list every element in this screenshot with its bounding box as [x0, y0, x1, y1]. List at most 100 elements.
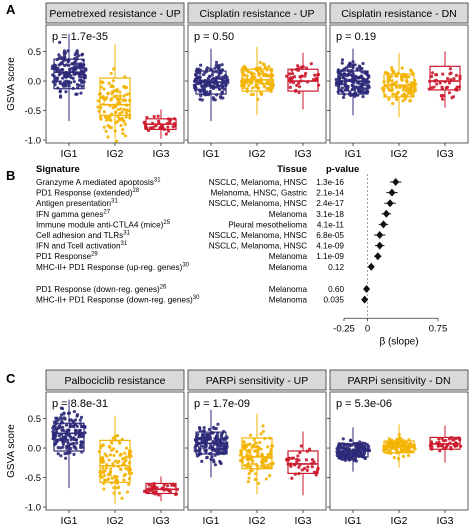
- data-point: [340, 61, 344, 65]
- p-value-label: p = 0.19: [336, 31, 376, 43]
- data-point: [59, 437, 63, 441]
- data-point: [439, 444, 443, 448]
- x-tick-label: IG1: [61, 148, 78, 160]
- x-tick-label: -0.25: [333, 323, 355, 334]
- data-point: [305, 468, 309, 472]
- data-point: [101, 470, 106, 474]
- data-point: [299, 65, 303, 69]
- data-point: [199, 63, 203, 67]
- signature-reference: 26: [160, 285, 167, 291]
- data-point: [341, 437, 345, 441]
- data-point: [256, 69, 260, 73]
- data-point: [101, 456, 105, 460]
- data-point: [242, 86, 246, 90]
- data-point: [254, 80, 258, 84]
- data-point: [108, 453, 112, 457]
- data-point: [264, 459, 268, 463]
- data-point: [400, 75, 404, 79]
- data-point: [392, 70, 396, 74]
- data-point: [309, 62, 313, 66]
- data-point: [107, 81, 111, 85]
- data-point: [438, 81, 442, 85]
- data-point: [73, 418, 78, 422]
- signature-label: Antigen presentation31: [36, 199, 118, 209]
- data-point: [197, 449, 201, 453]
- data-point: [362, 451, 367, 456]
- data-point: [65, 438, 70, 442]
- data-point: [452, 77, 456, 81]
- facet-strip: [45, 2, 185, 24]
- data-point: [69, 80, 73, 85]
- data-point: [258, 80, 262, 85]
- x-tick-label: IG1: [203, 515, 220, 526]
- x-tick-label: 0.75: [429, 323, 448, 334]
- p-value-label: p = 0.50: [194, 31, 234, 43]
- data-point: [249, 92, 254, 97]
- data-point: [355, 67, 359, 72]
- data-point: [74, 428, 78, 432]
- tissue-label: Melanoma: [269, 296, 308, 305]
- data-point: [115, 479, 120, 483]
- panel-letter-c: C: [6, 371, 16, 386]
- data-point: [71, 436, 75, 441]
- signature-name: PD1 Response: [36, 252, 92, 261]
- data-point: [61, 425, 65, 430]
- data-point: [109, 118, 113, 122]
- data-point: [105, 96, 109, 100]
- data-point: [75, 441, 79, 445]
- data-point: [200, 98, 204, 102]
- data-point: [162, 483, 166, 487]
- data-point: [78, 428, 82, 432]
- data-point: [348, 62, 352, 66]
- facet-strip: [45, 369, 185, 391]
- signature-name: IFN gamma genes: [36, 210, 103, 219]
- data-point: [217, 444, 221, 448]
- data-point: [391, 101, 395, 106]
- data-point: [210, 73, 214, 77]
- data-point: [216, 432, 220, 436]
- data-point: [362, 77, 366, 81]
- data-point: [64, 423, 68, 427]
- data-point: [221, 86, 225, 90]
- data-point: [214, 435, 218, 439]
- data-point: [108, 115, 112, 119]
- data-point: [439, 93, 443, 98]
- data-point: [387, 449, 391, 453]
- data-point: [119, 467, 123, 471]
- data-point: [297, 458, 301, 462]
- data-point: [251, 75, 255, 80]
- signature-reference: 31: [154, 178, 161, 184]
- facet-strip: [329, 2, 469, 24]
- data-point: [248, 433, 253, 437]
- data-point: [70, 66, 74, 71]
- data-point: [401, 454, 406, 459]
- signature-reference: 30: [182, 262, 189, 268]
- box: [337, 70, 369, 95]
- data-point: [77, 83, 81, 87]
- data-point: [258, 440, 262, 444]
- data-point: [264, 72, 268, 76]
- data-point: [314, 76, 319, 81]
- data-point: [109, 470, 113, 474]
- data-point: [290, 476, 294, 480]
- data-point: [220, 63, 224, 67]
- data-point: [387, 87, 391, 91]
- data-point: [384, 447, 388, 451]
- data-point: [68, 424, 72, 429]
- data-point: [364, 90, 368, 94]
- y-tick-label: -0.5: [25, 106, 41, 117]
- data-point: [61, 76, 65, 80]
- data-point: [64, 51, 68, 55]
- data-point: [299, 444, 303, 448]
- data-point: [289, 464, 293, 468]
- data-point: [59, 406, 63, 410]
- data-point: [360, 66, 364, 71]
- facet-strip: [187, 2, 327, 24]
- data-point: [165, 484, 170, 488]
- data-point: [110, 96, 114, 101]
- signature-name: MHC-II+ PD1 Response (down-reg. genes): [36, 296, 193, 305]
- data-point: [395, 97, 399, 102]
- data-point: [106, 135, 110, 139]
- data-point: [58, 89, 63, 93]
- data-point: [198, 75, 202, 79]
